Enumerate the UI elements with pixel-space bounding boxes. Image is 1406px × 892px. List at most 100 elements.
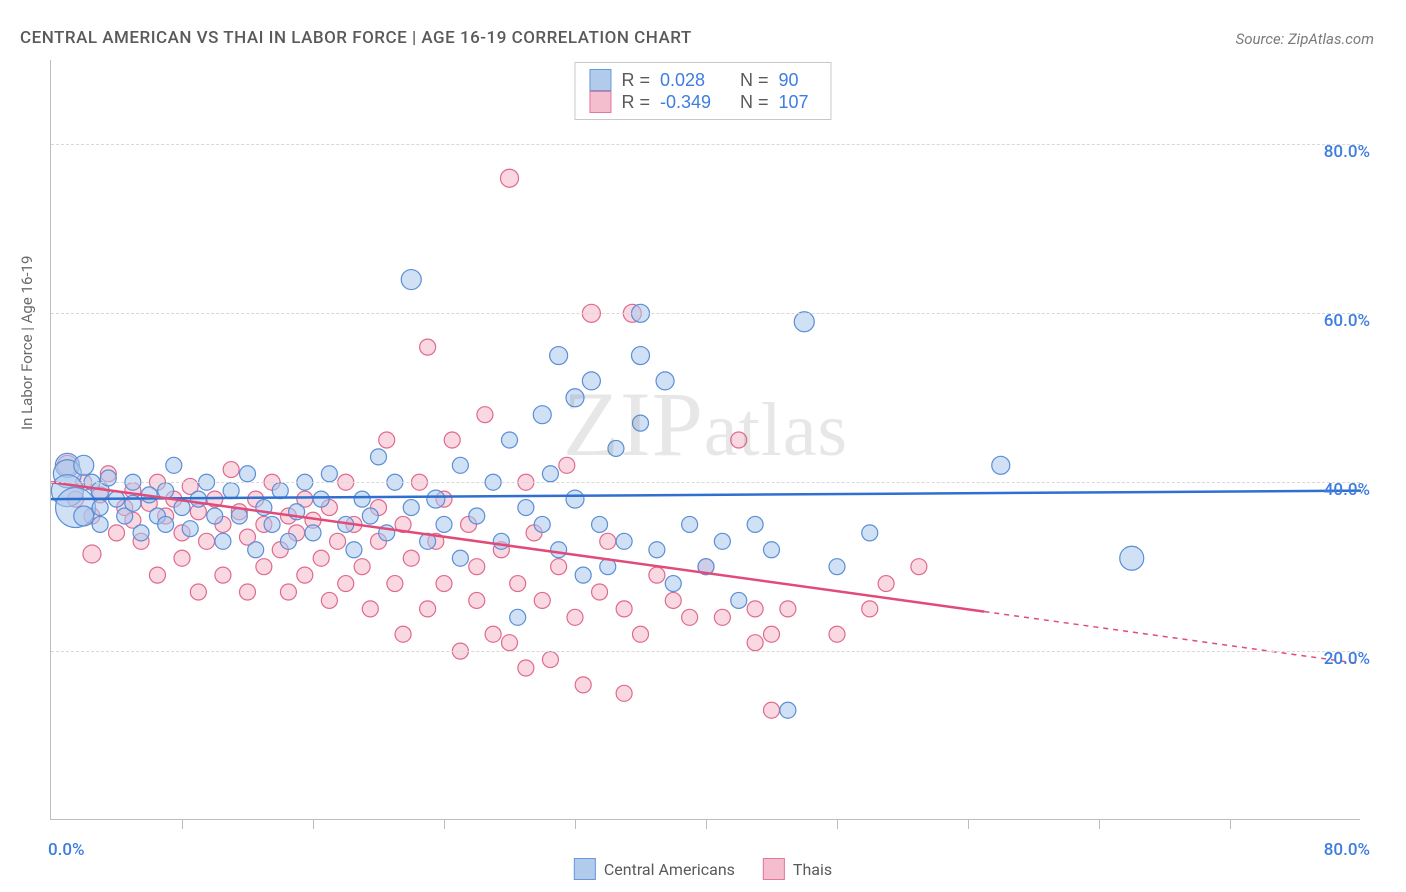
legend-label-a: Central Americans (604, 860, 735, 879)
n-value-b: 107 (778, 92, 808, 113)
data-point (427, 490, 445, 508)
data-point (420, 601, 436, 617)
data-point (338, 576, 354, 592)
data-point (469, 592, 485, 608)
data-point (305, 525, 321, 541)
n-value-a: 90 (778, 70, 798, 91)
data-point (444, 432, 460, 448)
data-point (401, 270, 421, 290)
legend-stats-row-a: R = 0.028 N = 90 (589, 69, 808, 91)
data-point (149, 567, 165, 583)
data-point (731, 432, 747, 448)
data-point (469, 559, 485, 575)
data-point (780, 601, 796, 617)
data-point (264, 516, 280, 532)
swatch-b2 (763, 858, 785, 880)
data-point (297, 567, 313, 583)
data-point (510, 609, 526, 625)
legend-item-a: Central Americans (574, 858, 735, 880)
data-point (362, 601, 378, 617)
data-point (420, 339, 436, 355)
chart-title: CENTRAL AMERICAN VS THAI IN LABOR FORCE … (20, 28, 692, 48)
data-point (280, 533, 296, 549)
data-point (633, 626, 649, 642)
data-point (780, 702, 796, 718)
data-point (764, 626, 780, 642)
data-point (231, 508, 247, 524)
data-point (714, 533, 730, 549)
data-point (248, 542, 264, 558)
data-point (764, 542, 780, 558)
data-point (551, 542, 567, 558)
data-point (731, 592, 747, 608)
data-point (313, 550, 329, 566)
data-point (747, 601, 763, 617)
data-point (608, 440, 624, 456)
data-point (502, 635, 518, 651)
data-point (682, 609, 698, 625)
r-value-a: 0.028 (660, 70, 730, 91)
data-point (354, 491, 370, 507)
plot-area: ZIPatlas (50, 60, 1360, 820)
data-point (83, 545, 101, 563)
legend-label-b: Thais (793, 860, 832, 879)
data-point (582, 372, 600, 390)
data-point (452, 550, 468, 566)
legend-stats: R = 0.028 N = 90 R = -0.349 N = 107 (574, 62, 831, 120)
data-point (862, 601, 878, 617)
swatch-a2 (574, 858, 596, 880)
data-point (403, 500, 419, 516)
data-point (829, 559, 845, 575)
data-point (649, 567, 665, 583)
data-point (280, 584, 296, 600)
data-point (559, 457, 575, 473)
data-point (74, 506, 94, 526)
data-point (452, 457, 468, 473)
data-point (346, 542, 362, 558)
data-point (632, 347, 650, 365)
data-point (534, 516, 550, 532)
legend-item-b: Thais (763, 858, 832, 880)
legend-series: Central Americans Thais (574, 858, 832, 880)
xtick-label-left: 0.0% (48, 840, 85, 860)
data-point (485, 626, 501, 642)
data-point (502, 432, 518, 448)
n-label: N = (740, 92, 769, 113)
data-point (215, 533, 231, 549)
data-point (878, 576, 894, 592)
data-point (534, 592, 550, 608)
data-point (510, 576, 526, 592)
data-point (575, 677, 591, 693)
data-point (174, 550, 190, 566)
y-axis-label: In Labor Force | Age 16-19 (18, 256, 36, 430)
data-point (469, 508, 485, 524)
data-point (592, 516, 608, 532)
ytick-label: 20.0% (1324, 649, 1370, 669)
data-point (493, 533, 509, 549)
data-point (223, 483, 239, 499)
data-point (656, 372, 674, 390)
data-point (379, 432, 395, 448)
swatch-b (589, 91, 611, 113)
data-point (321, 466, 337, 482)
data-point (616, 533, 632, 549)
data-point (575, 567, 591, 583)
data-point (747, 635, 763, 651)
xtick-label-right: 80.0% (1324, 840, 1370, 860)
r-label: R = (621, 92, 650, 113)
data-point (616, 685, 632, 701)
swatch-a (589, 69, 611, 91)
data-point (592, 584, 608, 600)
data-point (649, 542, 665, 558)
data-point (518, 660, 534, 676)
data-point (542, 466, 558, 482)
data-point (477, 407, 493, 423)
data-point (567, 609, 583, 625)
data-point (182, 521, 198, 537)
data-point (764, 702, 780, 718)
data-point (223, 462, 239, 478)
data-point (190, 584, 206, 600)
data-point (215, 567, 231, 583)
data-point (501, 169, 519, 187)
data-point (911, 559, 927, 575)
